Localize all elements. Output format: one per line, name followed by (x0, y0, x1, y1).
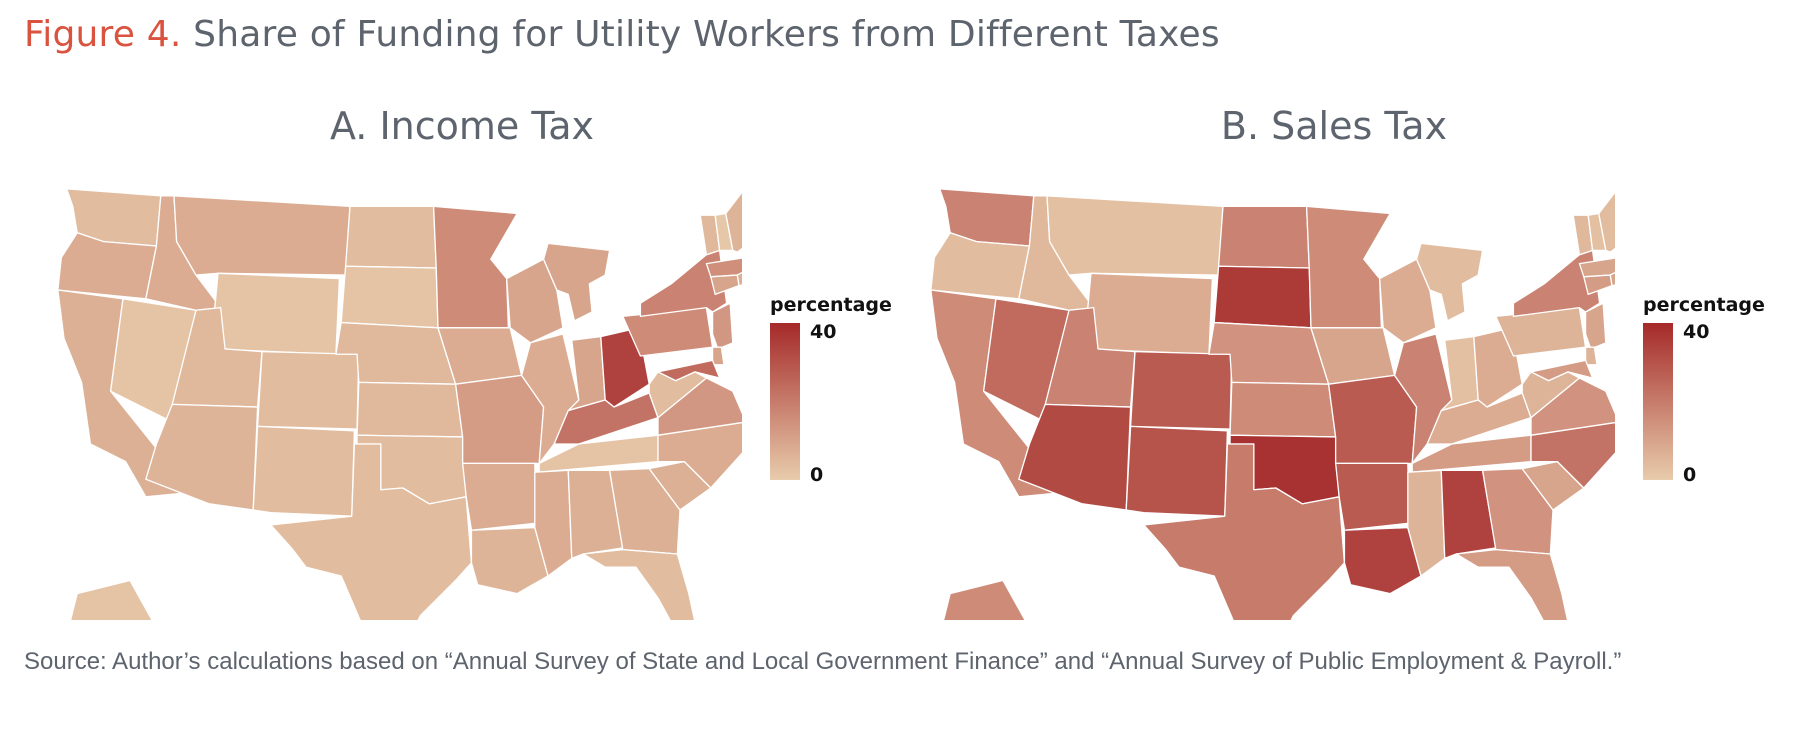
legend-title: percentage (1643, 294, 1765, 316)
state-ny (1512, 249, 1601, 318)
state-az (145, 403, 259, 511)
state-md (657, 359, 721, 382)
state-ma (705, 257, 742, 278)
state-ct (1583, 274, 1613, 296)
state-nd (344, 205, 437, 269)
state-wy (1083, 272, 1214, 355)
state-fl (1455, 548, 1569, 620)
state-ga (608, 467, 681, 555)
state-la (470, 526, 549, 595)
state-ak (69, 579, 153, 620)
legend-min-label: 0 (1683, 464, 1697, 486)
state-nj (1584, 302, 1607, 350)
state-ms (1407, 469, 1446, 577)
figure-title-text: Share of Funding for Utility Workers fro… (193, 14, 1220, 55)
state-mt (173, 195, 351, 276)
state-il (1393, 333, 1453, 465)
state-ky (1426, 392, 1532, 445)
legend-title: percentage (770, 294, 892, 316)
state-ar (461, 462, 538, 531)
figure-title: Figure 4. Share of Funding for Utility W… (24, 14, 1220, 55)
state-nc (657, 421, 742, 489)
state-mn (1305, 205, 1391, 329)
legend-max-label: 40 (810, 321, 837, 343)
state-al (567, 469, 624, 560)
state-fl (582, 548, 696, 620)
state-ar (1334, 462, 1411, 531)
legend-color-bar (1643, 323, 1673, 480)
state-mi (1415, 242, 1484, 322)
state-ma (1578, 257, 1615, 278)
sales-tax-map (930, 188, 1615, 620)
legend-max-label: 40 (1683, 321, 1710, 343)
state-tx (1143, 443, 1346, 620)
state-wy (210, 272, 341, 355)
state-sd (340, 265, 439, 329)
states-layer (57, 188, 742, 620)
legend-min-label: 0 (810, 464, 824, 486)
state-mn (432, 205, 518, 329)
state-mt (1046, 195, 1224, 276)
state-ms (534, 469, 573, 577)
state-ks (356, 381, 464, 438)
panel-a-title: A. Income Tax (329, 104, 595, 148)
legend-color-bar (770, 323, 800, 480)
state-ct (710, 274, 740, 296)
state-me (725, 191, 742, 253)
state-de (1584, 346, 1598, 366)
state-me (1598, 191, 1615, 253)
state-il (520, 333, 580, 465)
state-ga (1481, 467, 1554, 555)
state-nj (711, 302, 734, 350)
state-nc (1530, 421, 1615, 489)
state-md (1530, 359, 1594, 382)
state-nd (1217, 205, 1310, 269)
state-sd (1213, 265, 1312, 329)
income-tax-map (57, 188, 742, 620)
state-ky (553, 392, 659, 445)
state-de (711, 346, 725, 366)
state-ak (942, 579, 1026, 620)
state-ny (639, 249, 728, 318)
state-co (256, 350, 360, 430)
panel-b-title: B. Sales Tax (1220, 104, 1448, 148)
states-layer (930, 188, 1615, 620)
state-mi (542, 242, 611, 322)
state-al (1440, 469, 1497, 560)
state-tx (270, 443, 473, 620)
state-ks (1229, 381, 1337, 438)
state-la (1343, 526, 1422, 595)
state-nm (252, 425, 356, 517)
source-note: Source: Author’s calculations based on “… (24, 648, 1622, 675)
state-az (1018, 403, 1132, 511)
figure-number: Figure 4. (24, 14, 182, 55)
state-nm (1125, 425, 1229, 517)
state-co (1129, 350, 1233, 430)
